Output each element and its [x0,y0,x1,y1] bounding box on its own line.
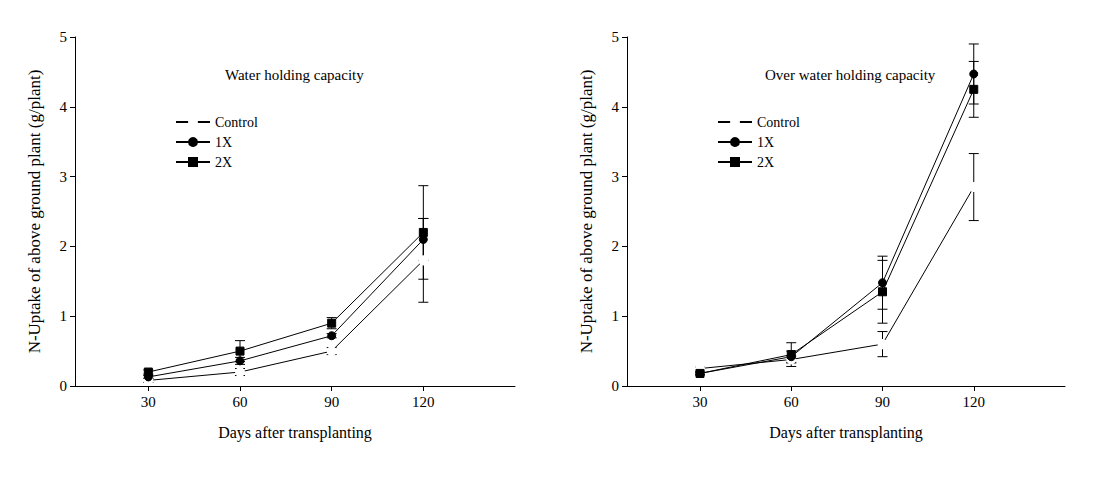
svg-text:4: 4 [60,99,68,115]
svg-text:Over water holding capacity: Over water holding capacity [765,67,936,83]
svg-text:120: 120 [963,394,986,410]
svg-text:60: 60 [784,394,799,410]
svg-text:2: 2 [612,238,620,254]
svg-text:1: 1 [612,308,620,324]
svg-text:5: 5 [60,29,68,45]
svg-text:Water holding capacity: Water holding capacity [225,67,364,83]
svg-text:Days after transplanting: Days after transplanting [769,424,923,442]
svg-text:60: 60 [233,394,248,410]
svg-text:N-Uptake of above ground plant: N-Uptake of above ground plant (g/plant) [577,70,596,354]
svg-text:0: 0 [60,378,68,394]
svg-text:30: 30 [141,394,156,410]
svg-text:1X: 1X [215,135,232,150]
svg-text:Days after transplanting: Days after transplanting [218,424,372,442]
svg-text:2: 2 [60,238,68,254]
svg-text:3: 3 [612,169,620,185]
svg-text:1X: 1X [757,135,774,150]
svg-text:3: 3 [60,169,68,185]
svg-text:5: 5 [612,29,620,45]
svg-text:30: 30 [693,394,708,410]
svg-text:1: 1 [60,308,68,324]
svg-text:4: 4 [612,99,620,115]
svg-text:Control: Control [215,115,258,130]
svg-text:90: 90 [324,394,339,410]
svg-text:N-Uptake of above ground plant: N-Uptake of above ground plant (g/plant) [25,70,44,354]
svg-text:2X: 2X [215,155,232,170]
svg-text:90: 90 [875,394,890,410]
svg-text:2X: 2X [757,155,774,170]
svg-text:0: 0 [612,378,620,394]
svg-text:120: 120 [412,394,435,410]
svg-text:Control: Control [757,115,800,130]
